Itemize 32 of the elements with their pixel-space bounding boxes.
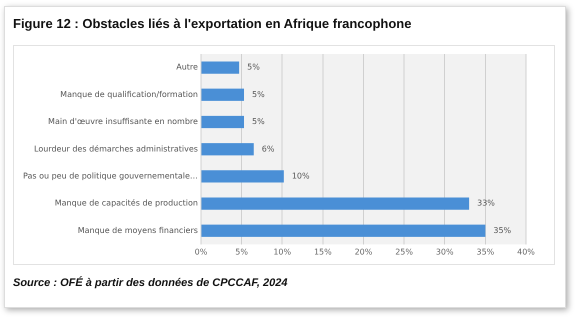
bar <box>201 170 284 183</box>
data-label: 5% <box>247 62 260 72</box>
data-label: 6% <box>262 144 275 154</box>
data-label: 5% <box>252 90 266 99</box>
y-tick-label: Pas ou peu de politique gouvernementale… <box>22 171 198 180</box>
data-label: 10% <box>292 171 310 180</box>
x-tick-label: 10% <box>273 247 292 256</box>
source-note: Source : OFÉ à partir des données de CPCCAF, 2024 <box>13 277 288 289</box>
y-tick-label: Manque de moyens financiers <box>78 226 198 235</box>
y-tick-label: Lourdeur des démarches administratives <box>34 144 198 154</box>
y-tick-label: Main d'œuvre insuffisante en nombre <box>48 117 198 126</box>
x-tick-label: 30% <box>436 247 454 256</box>
y-tick-label: Manque de capacités de production <box>54 198 198 208</box>
x-tick-label: 25% <box>395 247 414 256</box>
bar <box>201 61 240 74</box>
data-label: 33% <box>477 198 496 208</box>
data-label: 5% <box>252 117 266 126</box>
chart-title: Figure 12 : Obstacles liés à l'exportation en Afrique francophone <box>13 16 412 31</box>
y-tick-label: Manque de qualification/formation <box>60 90 198 99</box>
bar <box>201 116 244 128</box>
data-label: 35% <box>493 226 512 235</box>
x-tick-label: 35% <box>476 247 495 256</box>
bar <box>201 197 470 210</box>
x-tick-label: 40% <box>517 247 536 256</box>
bar <box>201 143 254 156</box>
x-tick-label: 15% <box>314 247 332 256</box>
x-tick-label: 0% <box>194 247 208 256</box>
bar <box>201 224 486 237</box>
x-tick-label: 20% <box>354 247 373 256</box>
x-tick-label: 5% <box>235 247 248 256</box>
bar <box>201 88 244 101</box>
y-tick-label: Autre <box>176 62 198 72</box>
